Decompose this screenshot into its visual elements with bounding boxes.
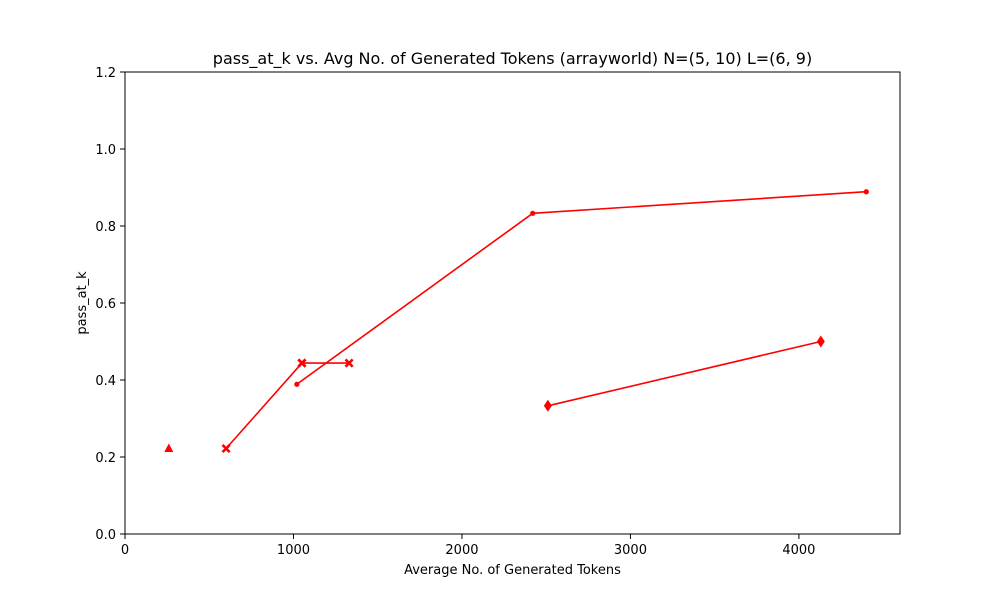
x-tick-label: 4000: [782, 543, 815, 558]
point-marker: [863, 189, 869, 195]
diamond-marker: [816, 335, 825, 348]
x-marker: [221, 444, 231, 454]
triangle-marker: [164, 443, 174, 453]
chart-title: pass_at_k vs. Avg No. of Generated Token…: [213, 49, 812, 69]
y-axis-label: pass_at_k: [75, 271, 90, 335]
y-tick-label: 0.4: [95, 374, 116, 389]
x-marker: [297, 358, 307, 368]
x-marker: [344, 358, 354, 368]
point-marker: [530, 210, 536, 216]
y-tick-label: 0.6: [95, 297, 116, 312]
x-tick-label: 1000: [277, 543, 310, 558]
y-tick-label: 1.0: [95, 143, 116, 158]
series-line: [225, 362, 303, 450]
x-axis-label: Average No. of Generated Tokens: [404, 563, 621, 578]
diamond-marker: [543, 399, 552, 412]
x-tick-label: 2000: [445, 543, 478, 558]
y-tick-label: 1.2: [95, 66, 116, 81]
plot-marks: [164, 189, 869, 454]
x-tick-label: 3000: [614, 543, 647, 558]
series-line: [296, 190, 867, 385]
series-line: [547, 340, 821, 407]
axis-ticks: 0 1000 2000 3000 4000 0.0 0.2 0.4 0.6 0.8 1.0 1.2: [95, 66, 815, 558]
y-tick-label: 0.0: [95, 528, 116, 543]
y-tick-label: 0.2: [95, 451, 116, 466]
y-tick-label: 0.8: [95, 220, 116, 235]
plot-frame: [124, 71, 901, 535]
x-tick-label: 0: [121, 543, 129, 558]
point-marker: [294, 381, 300, 387]
